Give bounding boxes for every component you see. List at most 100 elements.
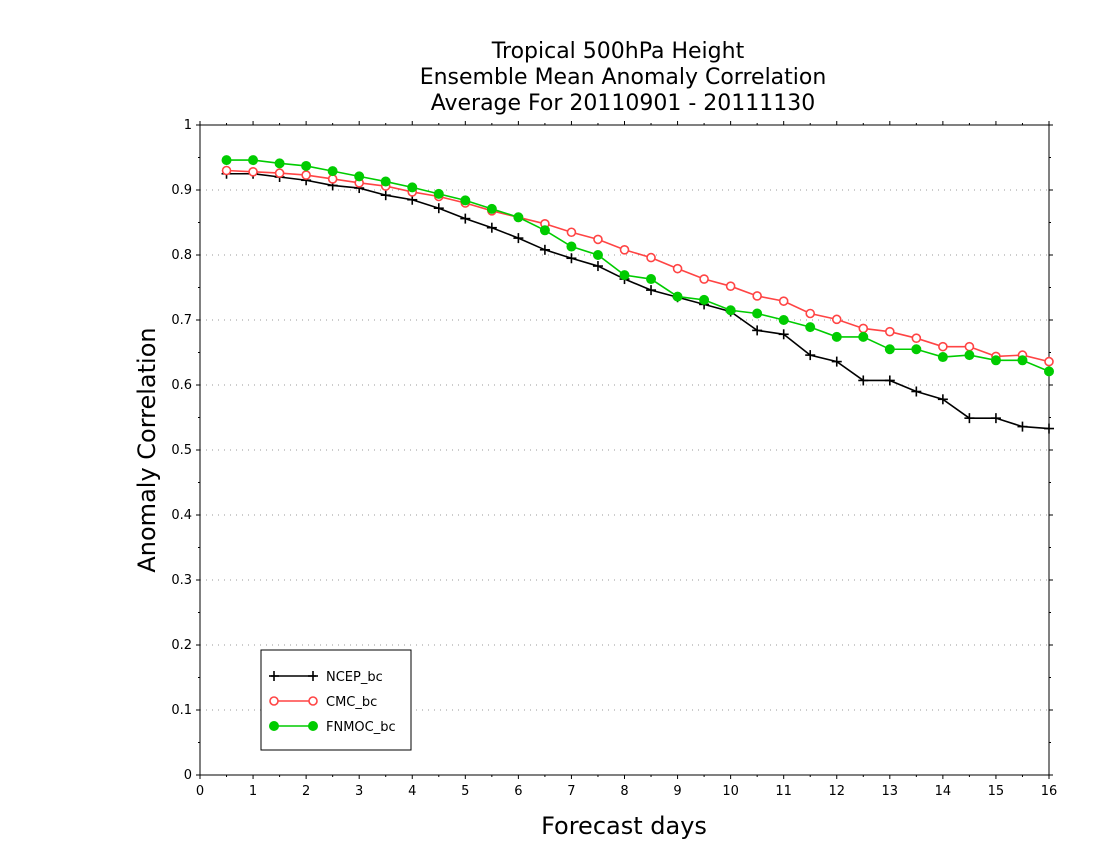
legend-label: NCEP_bc xyxy=(326,670,383,685)
data-point xyxy=(407,182,418,193)
x-tick-label: 6 xyxy=(514,784,522,799)
x-tick-label: 0 xyxy=(196,784,204,799)
x-tick-label: 1 xyxy=(249,784,257,799)
data-point xyxy=(1044,423,1054,434)
data-point xyxy=(831,314,842,325)
x-tick-label: 11 xyxy=(775,784,792,799)
title-line-1: Tropical 500hPa Height xyxy=(491,39,745,64)
y-tick-label: 0.3 xyxy=(171,573,192,588)
data-point xyxy=(778,329,789,340)
legend-marker xyxy=(308,721,318,731)
data-point xyxy=(725,281,736,292)
data-point xyxy=(646,274,657,285)
y-tick-label: 0.1 xyxy=(171,703,192,718)
legend-label: FNMOC_bc xyxy=(326,720,396,735)
data-point xyxy=(911,386,922,397)
axis-ticks: 00.10.20.30.40.50.60.70.80.910 1 2 3 4 5 6 7 8 9 1… xyxy=(171,118,1057,799)
data-point xyxy=(725,305,736,316)
data-point xyxy=(752,325,763,336)
data-point xyxy=(274,168,285,178)
data-point xyxy=(327,166,338,177)
legend-label: CMC_bc xyxy=(326,695,377,710)
x-axis-title: Forecast days xyxy=(541,812,707,840)
data-point xyxy=(831,356,842,367)
data-point xyxy=(885,326,895,337)
y-tick-label: 0.4 xyxy=(171,508,192,523)
legend-marker xyxy=(269,671,279,681)
data-point xyxy=(592,261,603,272)
chart-title: Tropical 500hPa Height Ensemble Mean Ano… xyxy=(420,39,827,116)
data-point xyxy=(699,294,710,305)
title-line-2: Ensemble Mean Anomaly Correlation xyxy=(420,65,827,90)
series-CMC_bc xyxy=(221,165,1054,367)
y-tick-label: 1 xyxy=(184,118,192,133)
data-point xyxy=(460,213,471,224)
x-tick-label: 4 xyxy=(408,784,416,799)
data-point xyxy=(858,331,869,342)
data-point xyxy=(937,352,948,363)
data-point xyxy=(513,233,524,244)
data-point xyxy=(380,176,391,187)
y-axis-title: Anomaly Correlation xyxy=(133,327,161,572)
data-point xyxy=(619,245,630,255)
data-point xyxy=(672,263,683,274)
data-point xyxy=(884,344,895,355)
data-point xyxy=(380,190,391,201)
data-point xyxy=(858,375,869,386)
series-line xyxy=(226,159,1050,373)
data-point xyxy=(752,291,762,301)
legend-marker xyxy=(308,671,318,681)
data-point xyxy=(619,270,630,281)
data-point xyxy=(805,350,816,361)
series-line xyxy=(226,172,1050,430)
series-FNMOC_bc xyxy=(221,155,1054,377)
legend-box xyxy=(260,649,412,751)
data-point xyxy=(1044,356,1054,367)
y-tick-label: 0.8 xyxy=(171,248,192,263)
legend-item: NCEP_bc xyxy=(269,670,383,685)
x-tick-label: 15 xyxy=(988,784,1005,799)
data-point xyxy=(805,322,816,333)
data-point xyxy=(221,155,232,166)
data-point xyxy=(433,188,444,199)
data-point xyxy=(433,203,444,214)
data-point xyxy=(699,274,709,284)
data-point xyxy=(911,344,922,355)
x-tick-label: 5 xyxy=(461,784,469,799)
y-tick-label: 0.5 xyxy=(171,443,192,458)
x-tick-label: 8 xyxy=(620,784,628,799)
y-tick-label: 0.2 xyxy=(171,638,192,653)
x-tick-label: 13 xyxy=(882,784,899,799)
data-point xyxy=(778,296,789,306)
data-point xyxy=(301,160,312,171)
legend-marker xyxy=(269,696,279,706)
data-point xyxy=(592,250,603,260)
data-point xyxy=(274,158,285,169)
data-point xyxy=(539,244,550,255)
x-tick-label: 16 xyxy=(1041,784,1058,799)
x-tick-label: 10 xyxy=(722,784,739,799)
data-point xyxy=(221,165,232,176)
data-point xyxy=(831,331,842,342)
series xyxy=(221,155,1054,434)
data-point xyxy=(354,171,365,182)
data-point xyxy=(248,155,259,166)
data-point xyxy=(938,341,948,352)
data-point xyxy=(1017,421,1028,432)
data-point xyxy=(937,394,948,405)
data-point xyxy=(486,203,497,214)
data-point xyxy=(990,355,1001,366)
y-tick-label: 0.9 xyxy=(171,183,192,198)
legend-item: FNMOC_bc xyxy=(269,720,396,735)
data-point xyxy=(248,167,258,177)
legend-item: CMC_bc xyxy=(269,695,377,710)
legend-marker xyxy=(269,721,279,731)
data-point xyxy=(990,413,1001,424)
x-tick-label: 12 xyxy=(828,784,845,799)
x-tick-label: 14 xyxy=(935,784,952,799)
x-tick-label: 2 xyxy=(302,784,310,799)
data-point xyxy=(1017,355,1028,366)
legend: NCEP_bc CMC_bc FNMOC_bc xyxy=(260,649,412,751)
data-point xyxy=(513,212,524,223)
